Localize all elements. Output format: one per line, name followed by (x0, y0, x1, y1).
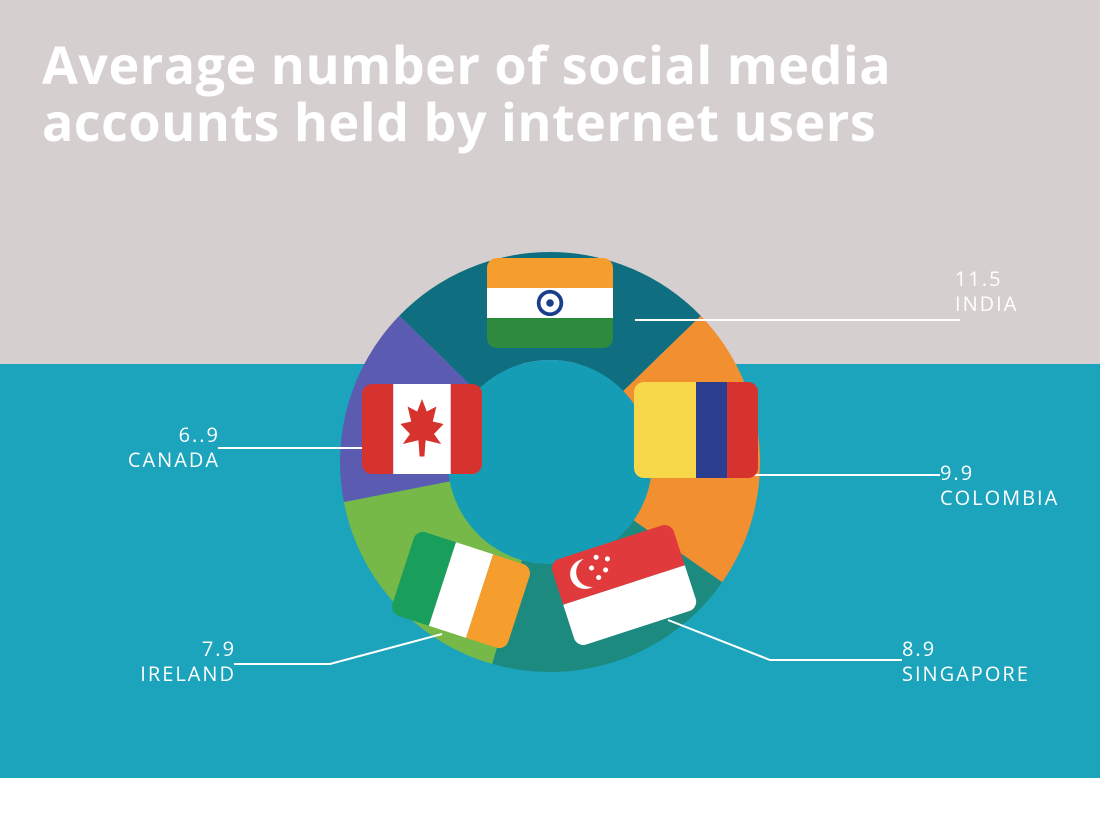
label-canada: 6..9CANADA (90, 422, 220, 472)
label-value: 6..9 (90, 422, 220, 447)
source-text: Source: Global Web Index; Flagship Repor… (10, 771, 667, 809)
label-singapore: 8.9SINGAPORE (902, 636, 1030, 686)
label-name: IRELAND (106, 661, 236, 686)
label-name: COLOMBIA (940, 485, 1059, 510)
label-value: 8.9 (902, 636, 1030, 661)
label-name: INDIA (955, 291, 1018, 316)
flag-canada-icon (362, 384, 482, 474)
leader-singapore (668, 620, 902, 660)
label-colombia: 9.9COLOMBIA (940, 460, 1059, 510)
label-value: 7.9 (106, 636, 236, 661)
label-name: CANADA (90, 447, 220, 472)
label-india: 11.5INDIA (955, 266, 1018, 316)
leader-lines (0, 0, 1100, 823)
leader-ireland (234, 634, 442, 664)
flag-colombia-icon (634, 382, 758, 478)
label-value: 9.9 (940, 460, 1059, 485)
label-value: 11.5 (955, 266, 1018, 291)
flag-india-icon (487, 258, 613, 348)
label-ireland: 7.9IRELAND (106, 636, 236, 686)
infographic-canvas: Average number of social media accounts … (0, 0, 1100, 823)
label-name: SINGAPORE (902, 661, 1030, 686)
